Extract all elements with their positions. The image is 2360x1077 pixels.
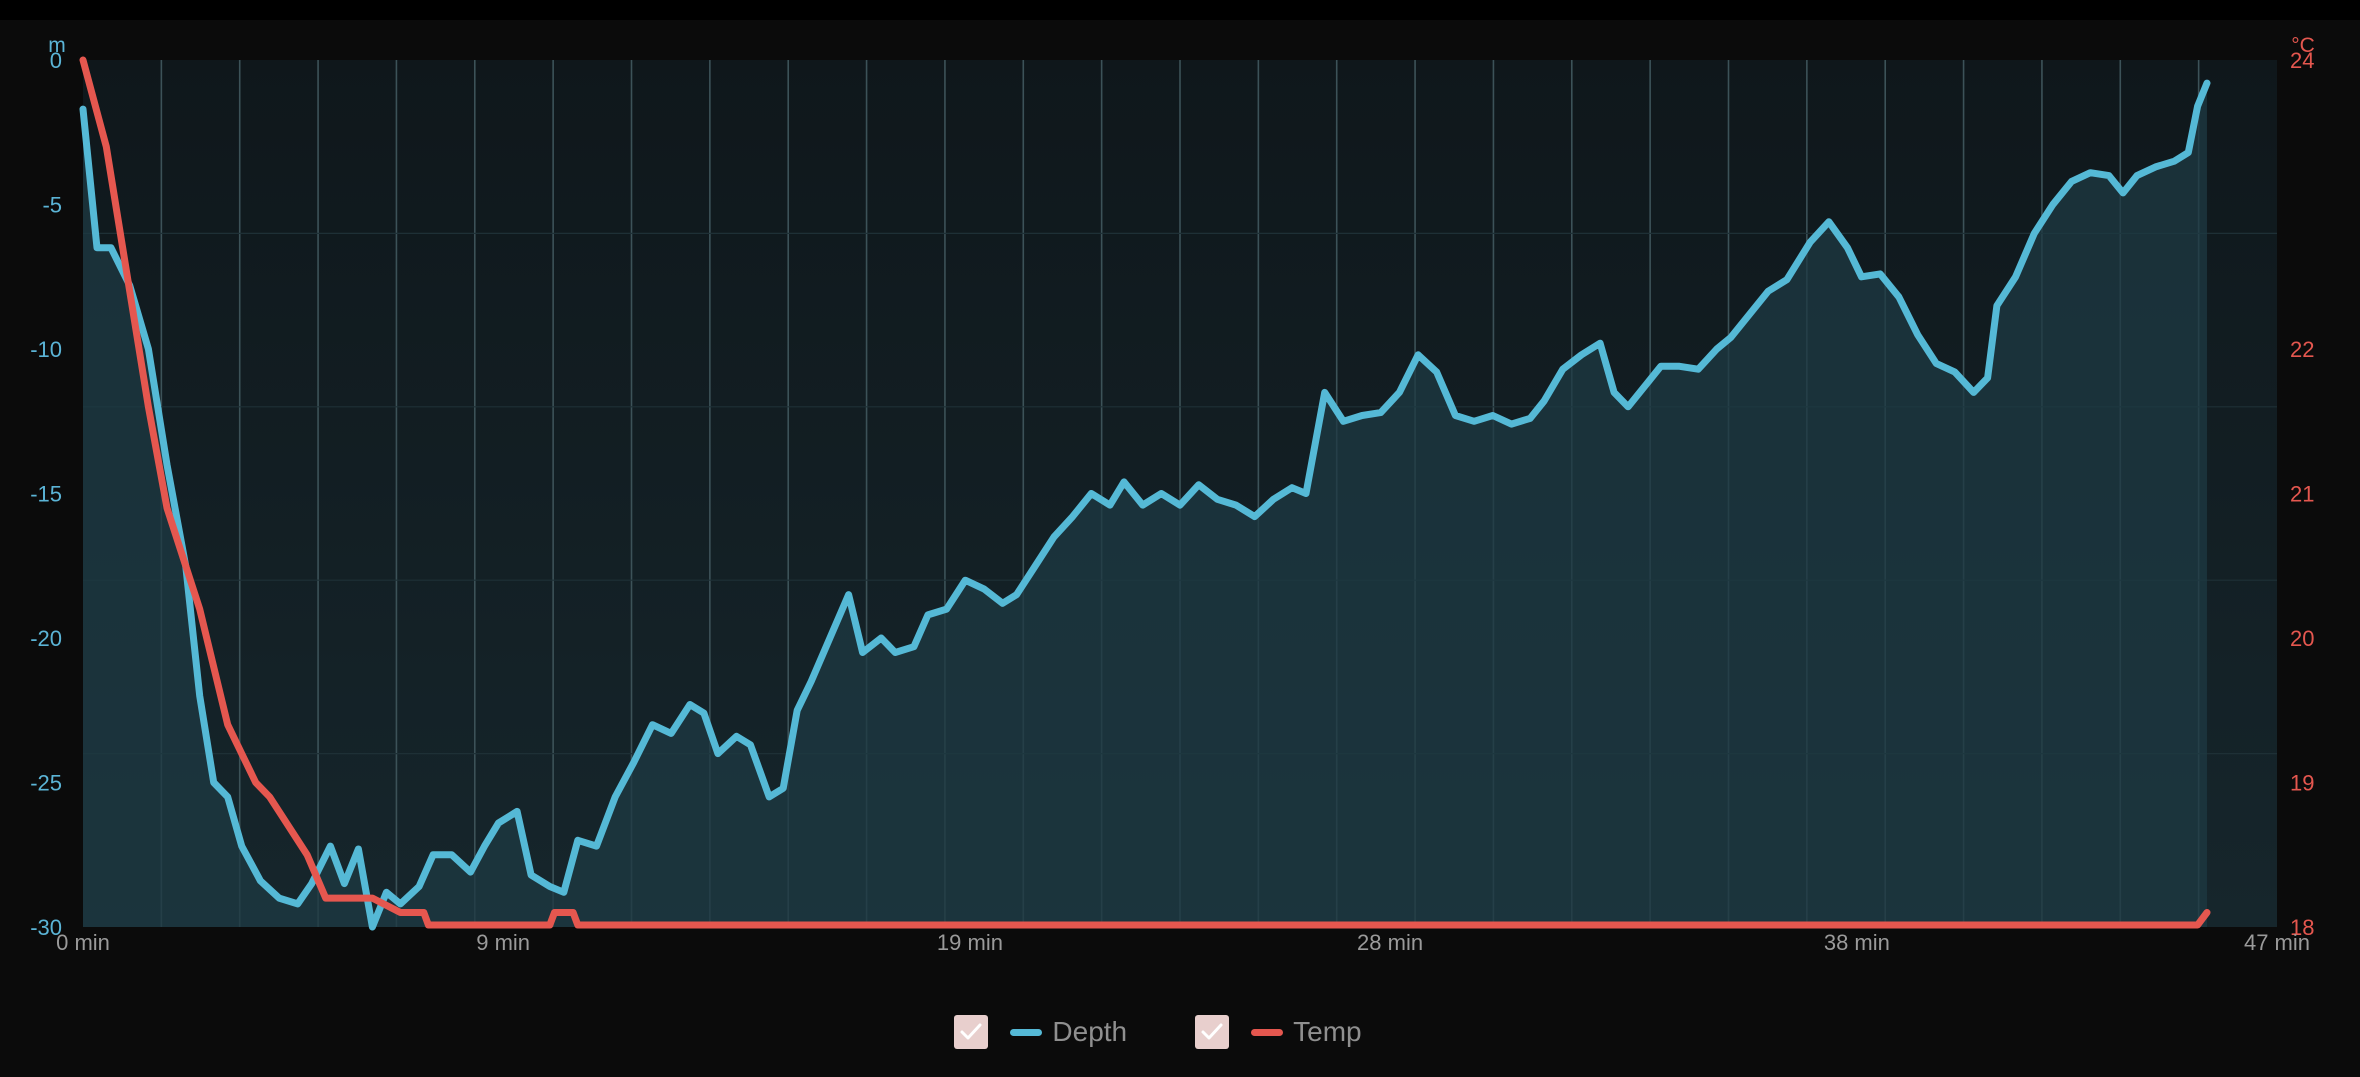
- right-axis-unit: °C: [2291, 34, 2315, 57]
- y-left-tick-label: 0: [50, 48, 62, 73]
- x-tick-label: 47 min: [2244, 930, 2310, 955]
- x-tick-label: 38 min: [1824, 930, 1890, 955]
- left-axis-unit: m: [48, 34, 66, 57]
- y-right-tick-label: 18: [2290, 915, 2314, 940]
- dive-profile-chart: m °C 0 -5 -10 -15 -20 -25 -30 24 22 21 20 19 18 0 min…: [30, 34, 2315, 955]
- top-bar: [0, 0, 2360, 20]
- temp-checkbox[interactable]: [1195, 1015, 1230, 1049]
- y-right-tick-label: 24: [2290, 48, 2314, 73]
- x-tick-label: 9 min: [476, 930, 530, 955]
- y-right-tick-label: 20: [2290, 626, 2314, 651]
- legend-item-depth[interactable]: Depth: [954, 1015, 1171, 1049]
- y-left-tick-label: -5: [42, 193, 62, 218]
- x-tick-label: 0 min: [56, 930, 110, 955]
- depth-checkbox[interactable]: [954, 1015, 989, 1049]
- x-tick-label: 28 min: [1357, 930, 1423, 955]
- y-left-tick-label: -15: [30, 482, 62, 507]
- y-left-tick-label: -30: [30, 915, 62, 940]
- legend: Depth Temp: [0, 1012, 2360, 1052]
- y-right-tick-label: 19: [2290, 771, 2314, 796]
- y-left-tick-label: -25: [30, 771, 62, 796]
- depth-legend-label: Depth: [1052, 1016, 1128, 1047]
- y-left-tick-label: -20: [30, 626, 62, 651]
- y-right-tick-label: 22: [2290, 337, 2314, 362]
- legend-item-temp[interactable]: Temp: [1195, 1015, 1405, 1049]
- depth-series-layer: [79, 79, 2211, 931]
- temp-series-layer: [79, 56, 2211, 929]
- depth-line: [79, 79, 2211, 931]
- y-left-tick-label: -10: [30, 337, 62, 362]
- axes: m °C 0 -5 -10 -15 -20 -25 -30 24 22 21 20 19 18 0 min…: [30, 34, 2315, 955]
- y-right-tick-label: 21: [2290, 482, 2314, 507]
- temp-line: [79, 56, 2211, 929]
- temp-swatch: [1251, 1028, 1284, 1036]
- x-tick-label: 19 min: [937, 930, 1003, 955]
- checkmark-icon: [960, 1023, 982, 1040]
- depth-swatch: [1010, 1028, 1043, 1036]
- temp-legend-label: Temp: [1293, 1016, 1362, 1047]
- checkmark-icon: [1201, 1023, 1223, 1040]
